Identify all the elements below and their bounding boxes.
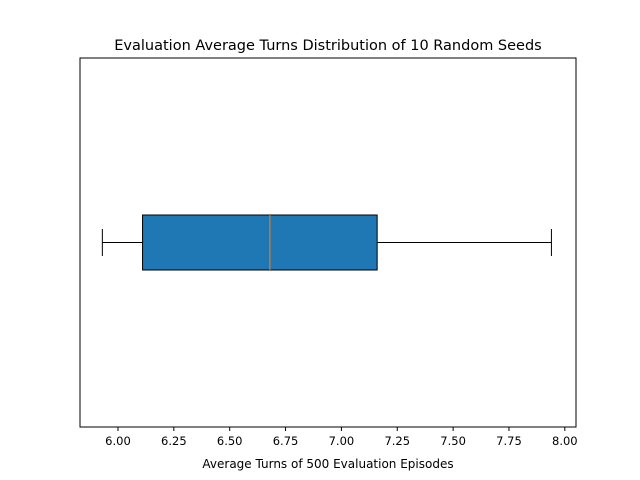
x-tick-label: 6.75 — [273, 434, 299, 448]
chart-title: Evaluation Average Turns Distribution of… — [114, 38, 541, 54]
x-tick-label: 7.25 — [384, 434, 410, 448]
x-axis-label: Average Turns of 500 Evaluation Episodes — [202, 457, 453, 471]
x-tick-label: 7.00 — [329, 434, 355, 448]
plot-frame — [79, 57, 577, 428]
x-tick-label: 6.00 — [105, 434, 131, 448]
x-tick-label: 6.25 — [161, 434, 187, 448]
interquartile-box — [142, 214, 378, 271]
x-axis-ticks: 6.00 6.25 6.50 6.75 7.00 7.25 7.50 7.75 8.00 — [105, 427, 578, 448]
x-tick-label: 7.75 — [496, 434, 522, 448]
x-tick-label: 8.00 — [552, 434, 578, 448]
box-elements — [101, 214, 552, 271]
x-tick-label: 7.50 — [440, 434, 466, 448]
x-tick-label: 6.50 — [217, 434, 243, 448]
